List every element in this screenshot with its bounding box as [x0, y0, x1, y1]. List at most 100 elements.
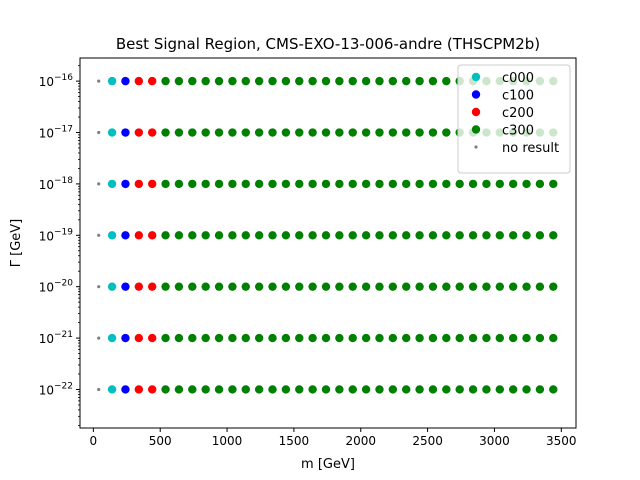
point-c200 [134, 385, 144, 394]
point-c300 [188, 179, 197, 189]
point-c300 [295, 231, 304, 240]
point-c300 [254, 128, 264, 137]
point-c300 [348, 333, 357, 343]
point-c300 [174, 282, 184, 291]
point-c300 [442, 179, 451, 189]
point-c300 [375, 128, 384, 137]
point-c300 [321, 231, 331, 240]
point-c300 [174, 231, 184, 240]
point-c300 [228, 231, 237, 240]
point-c300 [348, 231, 357, 240]
point-c300 [228, 128, 237, 137]
point-c300 [201, 179, 210, 189]
point-c300 [174, 333, 184, 343]
point-c300 [442, 231, 451, 240]
point-c300 [482, 333, 491, 343]
point-c300 [508, 333, 518, 343]
point-c300 [442, 333, 451, 343]
point-c200 [134, 333, 144, 343]
point-c300 [508, 231, 518, 240]
point-c300 [535, 179, 545, 189]
point-c300 [549, 231, 558, 240]
point-c300 [388, 179, 398, 189]
point-c300 [375, 282, 384, 291]
point-c200 [134, 231, 144, 240]
point-c000 [107, 179, 117, 189]
point-c300 [321, 385, 331, 394]
point-c300 [335, 179, 344, 189]
point-c300 [455, 282, 464, 291]
y-tick-label: 10−20 [39, 279, 74, 295]
point-c300 [428, 179, 438, 189]
point-c300 [455, 333, 464, 343]
point-c000 [107, 231, 117, 240]
legend-label-c300: c300 [502, 124, 534, 139]
point-c300 [161, 179, 170, 189]
point-c300 [161, 128, 170, 137]
point-c300 [188, 128, 197, 137]
point-c300 [348, 128, 357, 137]
point-c300 [468, 179, 478, 189]
point-c300 [308, 76, 317, 86]
point-c300 [442, 76, 451, 86]
point-c300 [214, 333, 224, 343]
point-c300 [415, 385, 424, 394]
point-c300 [495, 179, 504, 189]
point-c300 [402, 385, 411, 394]
point-c300 [415, 231, 424, 240]
legend-marker-c300 [471, 125, 481, 134]
point-c300 [188, 76, 197, 86]
point-c300 [375, 231, 384, 240]
point-c300 [295, 76, 304, 86]
point-no-result [97, 336, 101, 340]
legend-marker-c000 [471, 72, 481, 82]
point-c300 [508, 282, 518, 291]
point-c300 [415, 76, 424, 86]
point-c100 [121, 128, 130, 137]
y-tick-label: 10−22 [39, 381, 73, 397]
point-c300 [455, 231, 464, 240]
point-c300 [268, 128, 277, 137]
point-c300 [335, 231, 344, 240]
point-c300 [201, 385, 210, 394]
point-c300 [214, 76, 224, 86]
x-tick-label: 2500 [412, 434, 443, 448]
point-c300 [241, 385, 250, 394]
point-c100 [121, 385, 130, 394]
point-c300 [201, 333, 210, 343]
x-tick-label: 3000 [479, 434, 510, 448]
point-c300 [214, 231, 224, 240]
point-c300 [549, 385, 558, 394]
point-c200 [134, 128, 144, 137]
point-c300 [442, 282, 451, 291]
point-c300 [281, 179, 291, 189]
point-c300 [321, 76, 331, 86]
point-c300 [308, 385, 317, 394]
point-c300 [455, 179, 464, 189]
point-c300 [281, 231, 291, 240]
point-c300 [188, 282, 197, 291]
point-c300 [241, 76, 250, 86]
point-c000 [107, 128, 117, 137]
legend-marker-c100 [471, 90, 481, 99]
point-c300 [308, 231, 317, 240]
point-c300 [188, 231, 197, 240]
point-c300 [388, 282, 398, 291]
point-c300 [268, 231, 277, 240]
point-c300 [468, 231, 478, 240]
point-c300 [308, 128, 317, 137]
point-c000 [107, 76, 117, 86]
point-c300 [321, 179, 331, 189]
point-c300 [428, 385, 438, 394]
point-c300 [428, 231, 438, 240]
point-c300 [281, 282, 291, 291]
point-c300 [321, 282, 331, 291]
point-c300 [308, 179, 317, 189]
point-c200 [147, 179, 157, 189]
point-c300 [321, 128, 331, 137]
legend: c000 c100 c200 c300 no result [457, 64, 571, 174]
point-c300 [348, 76, 357, 86]
point-c100 [121, 333, 130, 343]
point-c300 [482, 385, 491, 394]
point-c300 [174, 76, 184, 86]
